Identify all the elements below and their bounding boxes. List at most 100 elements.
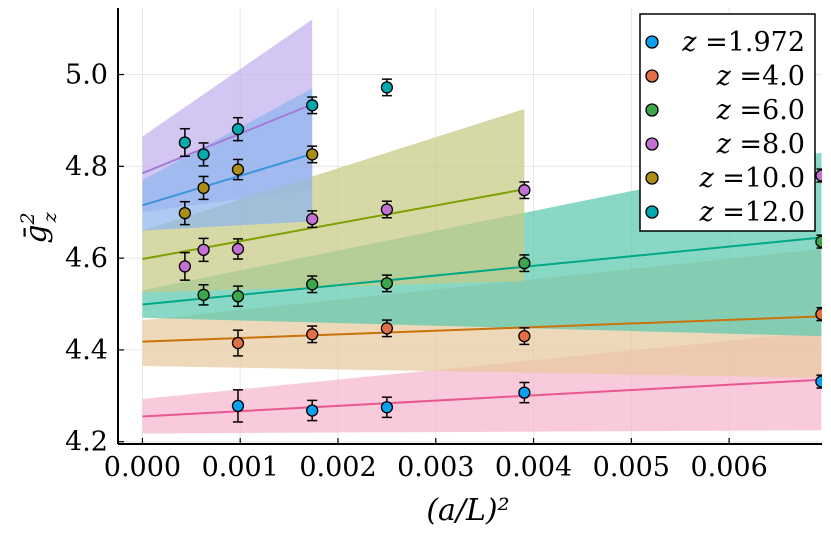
legend-label-value: 6.0: [762, 95, 805, 126]
marker: [306, 278, 319, 291]
legend-label-value: 4.0: [762, 61, 805, 92]
legend-item-0: z =1.972: [645, 27, 805, 58]
marker: [197, 181, 210, 195]
data-point-s1-4: [815, 306, 822, 322]
fit-line-series-2: [142, 236, 822, 306]
data-point-s2-5: [815, 234, 822, 249]
x-tick-label-0: 0.000: [104, 452, 181, 483]
y-tick-label-0: 4.2: [65, 427, 108, 458]
data-point-s1-2: [380, 319, 394, 338]
legend-label-value: 12.0: [745, 197, 805, 228]
marker: [231, 163, 245, 176]
marker: [518, 386, 531, 399]
legend-marker: [645, 35, 659, 49]
legend-label-prefix: z =: [716, 129, 762, 160]
marker: [518, 184, 531, 197]
data-point-s0-1: [306, 399, 319, 422]
marker: [231, 336, 245, 350]
x-tick-label-3: 0.003: [397, 452, 474, 483]
x-tick-label-1: 0.001: [202, 452, 279, 483]
data-point-s2-1: [231, 285, 245, 308]
legend-label-prefix: z =: [681, 27, 727, 58]
axes: [117, 8, 822, 445]
marker: [380, 277, 394, 290]
legend-marker: [645, 69, 659, 83]
marker: [231, 399, 245, 413]
fit-lines: [142, 103, 822, 418]
data-point-s3-5: [518, 181, 531, 200]
fit-line-series-1: [142, 315, 822, 343]
y-axis-label-sup: 2: [17, 212, 39, 225]
data-point-s3-2: [231, 238, 245, 260]
legend-marker: [645, 103, 659, 117]
data-point-s4-3: [306, 145, 319, 164]
legend-label-prefix: z =: [716, 95, 762, 126]
data-point-s0-0: [231, 389, 245, 423]
x-axis-label: (a/L)²: [426, 493, 509, 528]
y-tick-label-1: 4.4: [65, 335, 108, 366]
band-series-5: [142, 88, 313, 231]
marker: [815, 169, 822, 182]
x-tick-label-6: 0.006: [690, 452, 767, 483]
legend-label-prefix: z =: [716, 61, 762, 92]
marker: [518, 257, 531, 270]
legend-label-value: 10.0: [745, 163, 805, 194]
data-point-s5-2: [231, 116, 245, 142]
legend-item-1: z =4.0: [645, 61, 805, 92]
marker: [380, 401, 394, 414]
marker: [231, 242, 245, 256]
legend-label-value: 8.0: [762, 129, 805, 160]
data-point-s4-2: [231, 158, 245, 181]
marker: [178, 136, 192, 149]
marker: [306, 328, 319, 341]
marker: [197, 288, 210, 301]
fit-line-series-0: [142, 378, 822, 418]
marker: [178, 260, 192, 273]
legend-marker: [645, 171, 659, 185]
marker: [306, 404, 319, 417]
marker: [518, 329, 531, 343]
data-point-s2-0: [197, 283, 210, 306]
data-point-s1-3: [518, 327, 531, 346]
legend-label: z =10.0: [698, 163, 805, 194]
data-point-s0-4: [815, 374, 822, 389]
data-point-s5-0: [178, 127, 192, 157]
legend-item-5: z =12.0: [645, 197, 805, 228]
legend-label-value: 1.972: [728, 27, 805, 58]
legend-item-2: z =6.0: [645, 95, 805, 126]
marker: [815, 235, 822, 248]
data-point-s3-0: [178, 251, 192, 281]
marker: [231, 123, 245, 136]
y-axis-label: ḡ2z: [17, 211, 61, 243]
fit-line-series-5: [142, 152, 313, 207]
data-point-s2-2: [306, 275, 319, 294]
marker: [306, 212, 319, 226]
marker: [815, 307, 822, 321]
x-tick-label-5: 0.005: [593, 452, 670, 483]
data-point-s3-4: [380, 200, 394, 219]
legend-item-3: z =8.0: [645, 129, 805, 160]
legend-label: z =12.0: [698, 197, 805, 228]
legend-label: z =8.0: [716, 129, 805, 160]
legend-marker: [645, 205, 659, 219]
data-point-s0-3: [518, 381, 531, 404]
legend-label: z =4.0: [716, 61, 805, 92]
data-point-s1-0: [231, 329, 245, 357]
data-point-s4-1: [197, 175, 210, 201]
y-axis-label-sub: z: [39, 211, 61, 223]
legend-label: z =6.0: [716, 95, 805, 126]
marker: [380, 81, 394, 94]
marker: [197, 148, 210, 161]
marker: [231, 290, 245, 303]
data-point-s2-3: [380, 274, 394, 293]
marker: [178, 206, 192, 220]
data-point-s1-1: [306, 325, 319, 344]
legend-box: [639, 13, 816, 232]
data-point-s3-6: [815, 168, 822, 183]
data-point-s5-1: [197, 142, 210, 167]
legend-label-prefix: z =: [698, 163, 744, 194]
fit-line-series-3: [142, 103, 313, 175]
data-point-s0-2: [380, 396, 394, 419]
